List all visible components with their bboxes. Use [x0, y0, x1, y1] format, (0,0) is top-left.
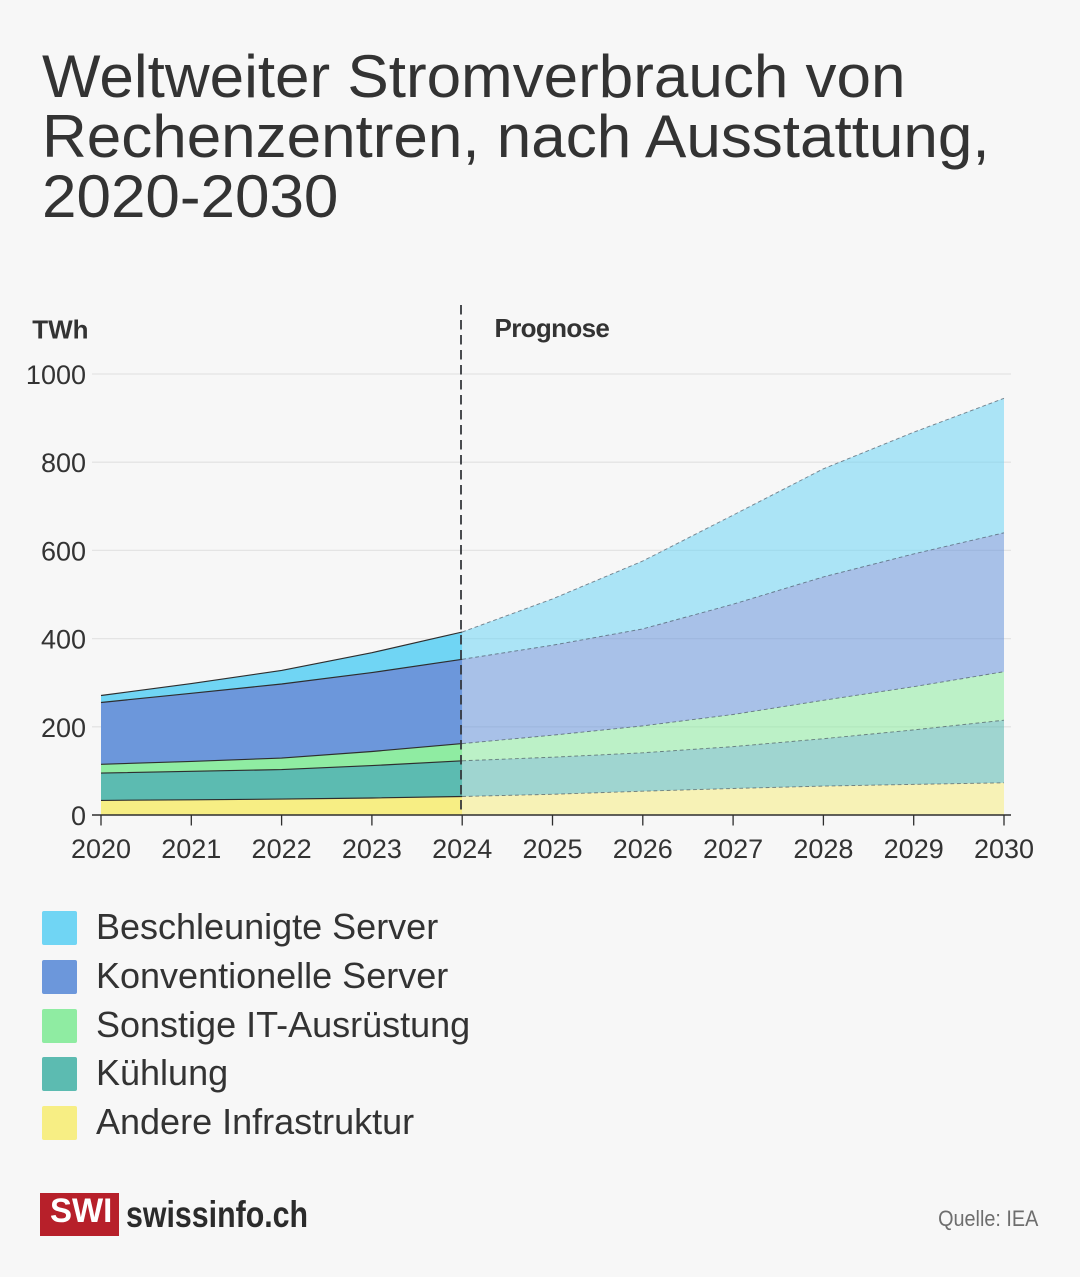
- svg-text:2021: 2021: [161, 834, 221, 864]
- svg-text:2025: 2025: [522, 834, 582, 864]
- svg-text:2020: 2020: [71, 834, 131, 864]
- svg-text:2024: 2024: [432, 834, 492, 864]
- svg-text:2028: 2028: [793, 834, 853, 864]
- svg-text:2029: 2029: [884, 834, 944, 864]
- svg-text:200: 200: [41, 713, 86, 743]
- svg-text:Prognose: Prognose: [495, 313, 610, 343]
- svg-text:400: 400: [41, 625, 86, 655]
- svg-text:TWh: TWh: [32, 315, 88, 345]
- svg-text:2023: 2023: [342, 834, 402, 864]
- svg-text:2022: 2022: [252, 834, 312, 864]
- svg-text:1000: 1000: [26, 360, 86, 390]
- svg-text:2027: 2027: [703, 834, 763, 864]
- svg-text:2026: 2026: [613, 834, 673, 864]
- svg-text:0: 0: [71, 801, 86, 831]
- svg-text:800: 800: [41, 448, 86, 478]
- svg-text:600: 600: [41, 536, 86, 566]
- svg-text:2030: 2030: [974, 834, 1034, 864]
